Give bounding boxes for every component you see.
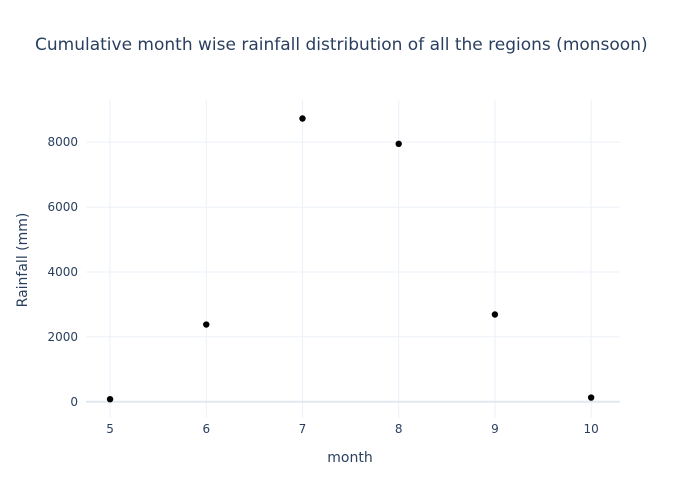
x-tick-label: 6 bbox=[202, 422, 210, 436]
y-tick-label: 6000 bbox=[47, 200, 78, 214]
x-axis-tick-labels: 5 6 7 8 9 10 bbox=[106, 422, 599, 436]
data-point bbox=[395, 140, 402, 148]
chart-title: Cumulative month wise rainfall distribut… bbox=[35, 35, 648, 55]
x-tick-label: 5 bbox=[106, 422, 114, 436]
data-points bbox=[106, 115, 595, 403]
y-tick-label: 2000 bbox=[47, 330, 78, 344]
x-tick-label: 9 bbox=[491, 422, 499, 436]
y-tick-label: 0 bbox=[70, 395, 78, 409]
data-point bbox=[203, 321, 210, 328]
x-tick-label: 7 bbox=[299, 422, 307, 436]
data-point bbox=[491, 311, 499, 318]
y-tick-label: 8000 bbox=[47, 135, 78, 149]
grid-lines bbox=[86, 100, 620, 418]
y-axis-tick-labels: 0 2000 4000 6000 8000 bbox=[47, 135, 78, 409]
x-tick-label: 8 bbox=[395, 422, 403, 436]
y-tick-label: 4000 bbox=[47, 265, 78, 279]
x-tick-label: 10 bbox=[583, 422, 598, 436]
y-axis-title: Rainfall (mm) bbox=[15, 213, 31, 308]
x-axis-title: month bbox=[327, 450, 372, 466]
data-point bbox=[587, 394, 595, 401]
data-point bbox=[106, 395, 114, 403]
data-point bbox=[299, 115, 306, 122]
